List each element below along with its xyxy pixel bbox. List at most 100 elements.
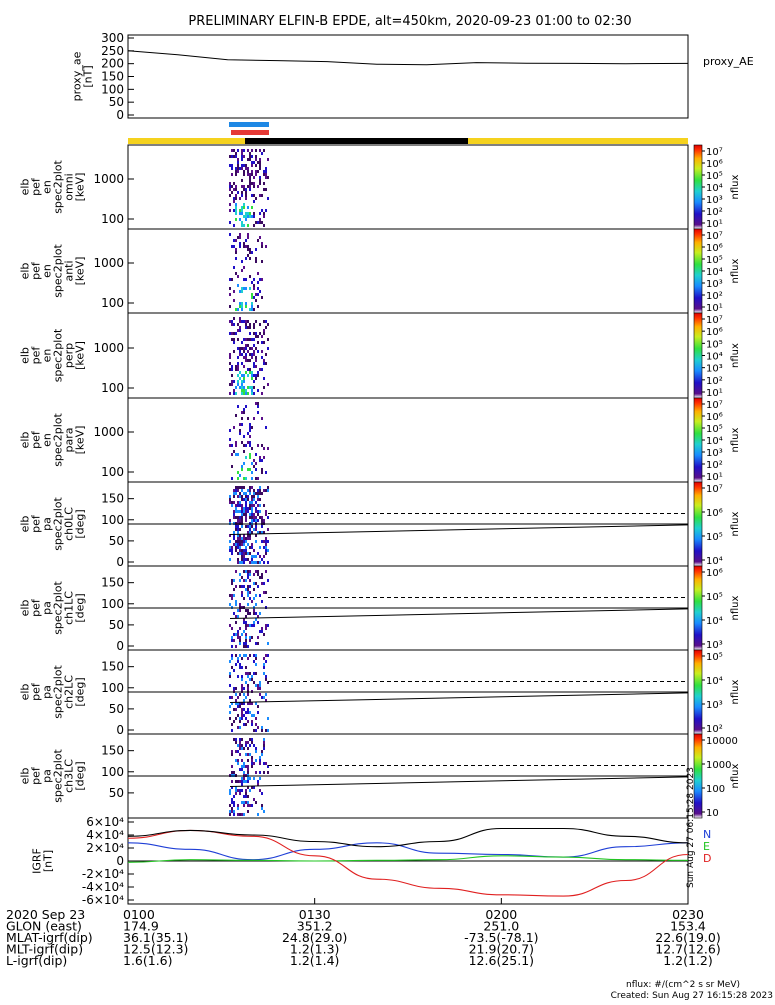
panel-perp-pixel <box>231 332 233 335</box>
panel-anti-pixel <box>245 302 247 305</box>
footer-row-value: 12.6(25.1) <box>469 953 534 968</box>
panel-anti-pixel <box>235 239 237 242</box>
panel-omni-pixel <box>229 194 231 197</box>
panel-anti-tick-label: 1000 <box>93 256 124 270</box>
panel-ch1LC-pixel <box>245 579 247 582</box>
panel-omni-pixel <box>249 212 251 215</box>
panel-perp-pixel <box>245 338 247 341</box>
panel-ch3LC-pixel <box>241 768 243 771</box>
panel-para-cb-label: 10⁴ <box>706 436 723 447</box>
panel-ch2LC-pixel <box>265 654 267 657</box>
panel-ch0LC-pixel <box>261 540 263 543</box>
panel-omni-pixel <box>249 179 251 182</box>
panel-omni-pixel <box>245 164 247 167</box>
panel-ch2LC-pixel <box>235 687 237 690</box>
panel-ch0LC-pixel <box>245 504 247 507</box>
panel-perp-pixel <box>237 329 239 332</box>
panel-perp-pixel <box>243 377 245 380</box>
panel-ch0LC-pixel <box>245 546 247 549</box>
panel-perp-pixel <box>247 392 249 395</box>
panel-ch0LC-pixel <box>233 501 235 504</box>
panel-anti-pixel <box>251 302 253 305</box>
panel-ch0LC-pixel <box>249 528 251 531</box>
panel-ch0LC-pixel <box>243 492 245 495</box>
igrf-ylabel-word: [nT] <box>42 850 55 872</box>
panel-ch0LC-pixel <box>243 552 245 555</box>
panel-omni-cb-label: 10¹ <box>706 219 723 230</box>
panel-perp-pixel <box>253 350 255 353</box>
panel-ch2LC-ylabel-word: pef <box>30 682 43 701</box>
panel-ch1LC-pixel <box>259 630 261 633</box>
panel-ch2LC-pixel <box>239 693 241 696</box>
panel-ch2LC-pixel <box>249 699 251 702</box>
panel-omni-pixel <box>263 212 265 215</box>
panel-ch0LC-pixel <box>235 546 237 549</box>
panel-ch3LC-pixel <box>253 786 255 789</box>
panel-ch1LC-pixel <box>243 585 245 588</box>
panel-para-pixel <box>233 426 235 429</box>
panel-omni-pixel <box>263 149 265 152</box>
panel-ch1LC-pixel <box>233 579 235 582</box>
panel-ch1LC-pixel <box>245 621 247 624</box>
panel-anti-pixel <box>243 266 245 269</box>
panel-ch3LC-pixel <box>237 780 239 783</box>
footer-row-value: 12.5(12.3) <box>123 942 188 957</box>
panel-para-ylabel-word: pef <box>30 430 43 449</box>
panel-ch0LC-pixel <box>247 525 249 528</box>
panel-perp-pixel <box>231 368 233 371</box>
panel-anti-cb-label: 10² <box>706 291 723 302</box>
panel-ch2LC-pixel <box>257 687 259 690</box>
panel-anti-pixel <box>241 305 243 308</box>
panel-para-ylabel-word: spec2plot <box>52 413 65 467</box>
panel-para-pixel <box>257 477 259 480</box>
panel-para-pixel <box>249 468 251 471</box>
panel-perp-pixel <box>263 377 265 380</box>
panel-anti-pixel <box>257 305 259 308</box>
panel-perp-pixel <box>231 320 233 323</box>
panel-omni-pixel <box>249 173 251 176</box>
panel-omni-pixel <box>247 224 249 227</box>
panel-ch0LC-pixel <box>255 516 257 519</box>
panel-para-frame <box>127 397 689 483</box>
panel-omni-pixel <box>251 215 253 218</box>
panel-para-pixel <box>235 441 237 444</box>
panel-omni-pixel <box>257 161 259 164</box>
panel-anti-pixel <box>245 305 247 308</box>
panel-omni-ylabel-word: en <box>41 180 54 194</box>
panel-ch2LC-pixel <box>245 696 247 699</box>
panel-perp-pixel <box>235 365 237 368</box>
panel-ch1LC-tick-label: 50 <box>109 618 124 632</box>
panel-ch1LC-pixel <box>243 597 245 600</box>
panel-para-pixel <box>265 426 267 429</box>
panel-ch0LC-pixel <box>247 495 249 498</box>
panel-ch1LC-pixel <box>235 615 237 618</box>
panel-ch0LC-pixel <box>239 501 241 504</box>
panel-ch2LC-pixel <box>251 720 253 723</box>
panel-ch1LC-ylabel-word: ch1LC <box>63 591 76 625</box>
panel-ch2LC-pixel <box>251 702 253 705</box>
panel-ch3LC-pixel <box>235 780 237 783</box>
panel-omni-pixel <box>263 188 265 191</box>
panel-omni-pixel <box>229 155 231 158</box>
panel-ch2LC-pixel <box>263 657 265 660</box>
igrf-series-N <box>127 842 689 861</box>
panel-ch3LC-pixel <box>239 768 241 771</box>
panel-para-pixel <box>239 423 241 426</box>
panel-para-pixel <box>241 465 243 468</box>
panel-ch0LC-pixel <box>243 486 245 489</box>
panel-anti-pixel <box>241 302 243 305</box>
panel-ch0LC-pixel <box>237 486 239 489</box>
panel-ch0LC-pixel <box>257 561 259 564</box>
panel-perp-pixel <box>235 368 237 371</box>
panel-ch3LC-pixel <box>239 747 241 750</box>
panel-ch0LC-pixel <box>247 537 249 540</box>
panel-perp-pixel <box>249 359 251 362</box>
panel-omni-pixel <box>255 197 257 200</box>
panel-ch2LC-pixel <box>231 696 233 699</box>
panel-perp-ylabel-word: en <box>41 349 54 363</box>
panel-perp-pixel <box>231 374 233 377</box>
panel-ch3LC-pixel <box>237 762 239 765</box>
panel-ch0LC-pixel <box>251 546 253 549</box>
proxy-ae-tick-label: 300 <box>101 31 124 45</box>
panel-ch0LC-pixel <box>237 489 239 492</box>
